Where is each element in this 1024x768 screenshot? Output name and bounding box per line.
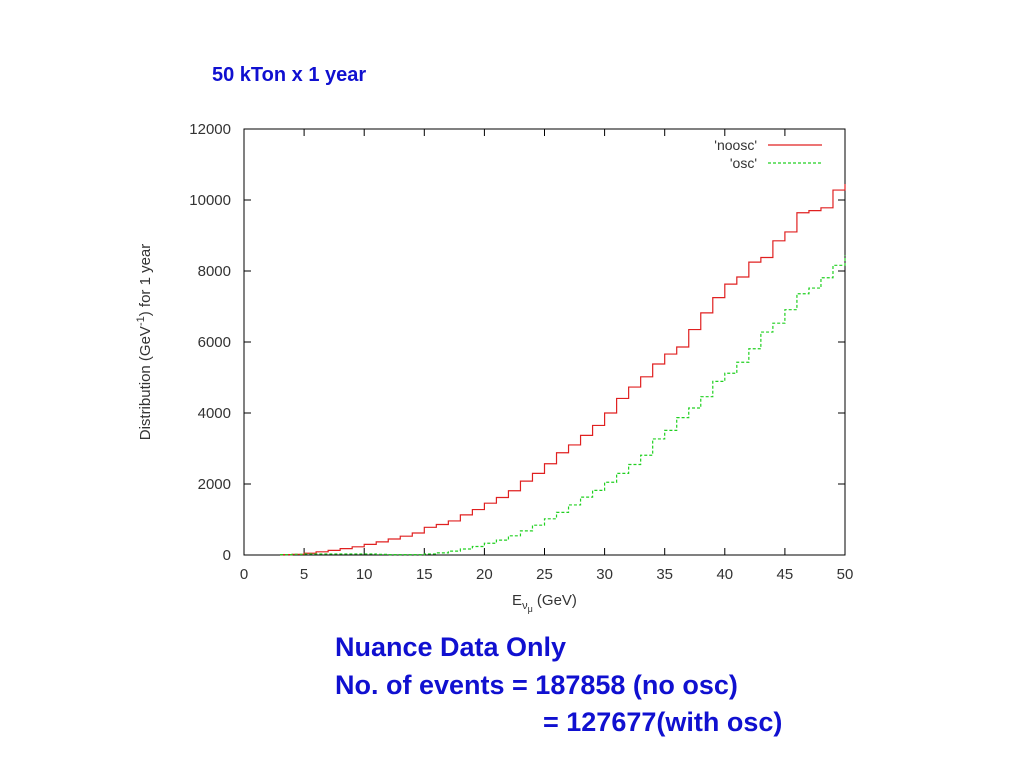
- x-tick-label-5: 25: [536, 566, 553, 583]
- x-tick-label-7: 35: [656, 566, 673, 583]
- plot-frame: [243, 128, 846, 556]
- series-line-1: [280, 255, 846, 556]
- x-tick-label-1: 5: [300, 566, 308, 583]
- y-tick-label-0: 0: [223, 547, 231, 564]
- x-axis-label: Eνμ (GeV): [512, 592, 577, 614]
- caption-events-noosc: No. of events = 187858 (no osc): [335, 670, 738, 700]
- x-tick-label-9: 45: [777, 566, 794, 583]
- chart-legend: 'noosc' 'osc': [714, 137, 822, 171]
- legend-label-1: 'osc': [730, 155, 757, 171]
- series-line-0: [280, 184, 846, 556]
- legend-label-0: 'noosc': [714, 137, 757, 153]
- chart-axes: [243, 128, 846, 556]
- distribution-chart: 0 5 10 15 20 25 30 35 40 45 50 0 2000 4000 6000 8000 100…: [135, 121, 853, 614]
- x-tick-label-2: 10: [356, 566, 373, 583]
- y-axis-label-pre: Distribution (GeV: [137, 326, 154, 440]
- y-tick-label-2: 4000: [198, 405, 231, 422]
- y-axis-label-sup: -1: [135, 316, 147, 326]
- y-tick-label-1: 2000: [198, 476, 231, 493]
- x-axis-label-sub: ν: [522, 600, 528, 612]
- caption-data-source: Nuance Data Only: [335, 632, 567, 662]
- chart-series: [280, 184, 846, 556]
- x-axis-label-subsub: μ: [528, 604, 533, 614]
- x-tick-label-10: 50: [837, 566, 854, 583]
- y-tick-label-4: 8000: [198, 263, 231, 280]
- x-axis-label-main: E: [512, 592, 522, 609]
- y-tick-label-3: 6000: [198, 334, 231, 351]
- x-axis-label-tail: (GeV): [533, 592, 577, 609]
- x-tick-label-6: 30: [596, 566, 613, 583]
- x-tick-label-8: 40: [716, 566, 733, 583]
- slide-title: 50 kTon x 1 year: [212, 64, 367, 86]
- caption-events-osc: = 127677(with osc): [543, 707, 783, 737]
- y-tick-label-6: 12000: [189, 121, 231, 138]
- y-tick-label-5: 10000: [189, 192, 231, 209]
- chart-ticks: 0 5 10 15 20 25 30 35 40 45 50 0 2000 4000 6000 8000 100…: [189, 121, 853, 583]
- x-tick-label-4: 20: [476, 566, 493, 583]
- y-axis-label: Distribution (GeV-1) for 1 year: [135, 244, 154, 441]
- x-tick-label-0: 0: [240, 566, 248, 583]
- x-tick-label-3: 15: [416, 566, 433, 583]
- y-axis-label-post: ) for 1 year: [137, 244, 154, 317]
